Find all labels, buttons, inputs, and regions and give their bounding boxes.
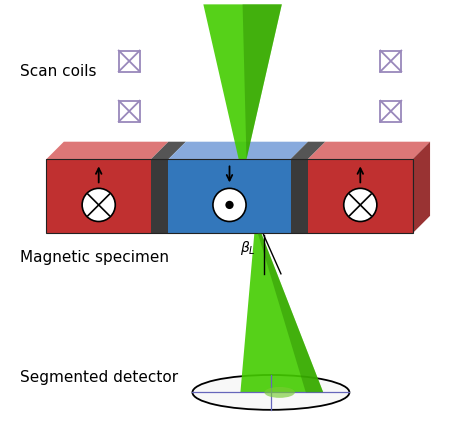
- Circle shape: [344, 188, 377, 221]
- Polygon shape: [308, 159, 413, 233]
- Text: Magnetic specimen: Magnetic specimen: [20, 249, 169, 265]
- Polygon shape: [308, 142, 430, 159]
- Bar: [119, 101, 140, 122]
- Polygon shape: [203, 4, 282, 159]
- Circle shape: [213, 188, 246, 221]
- Text: Scan coils: Scan coils: [20, 64, 97, 79]
- Polygon shape: [151, 159, 168, 233]
- Polygon shape: [413, 142, 430, 233]
- Polygon shape: [241, 233, 323, 392]
- Ellipse shape: [192, 375, 349, 410]
- Polygon shape: [242, 4, 282, 159]
- Bar: [381, 101, 401, 122]
- Polygon shape: [291, 142, 325, 159]
- Text: Segmented detector: Segmented detector: [20, 369, 179, 385]
- Circle shape: [82, 188, 115, 221]
- Polygon shape: [258, 233, 323, 392]
- Circle shape: [225, 201, 234, 209]
- Polygon shape: [291, 159, 308, 233]
- Polygon shape: [168, 159, 291, 233]
- Bar: [381, 51, 401, 72]
- Ellipse shape: [264, 387, 295, 398]
- Text: $\beta_L$: $\beta_L$: [240, 239, 255, 257]
- Polygon shape: [46, 142, 168, 159]
- Bar: [119, 51, 140, 72]
- Polygon shape: [168, 142, 308, 159]
- Polygon shape: [46, 159, 151, 233]
- Polygon shape: [151, 142, 186, 159]
